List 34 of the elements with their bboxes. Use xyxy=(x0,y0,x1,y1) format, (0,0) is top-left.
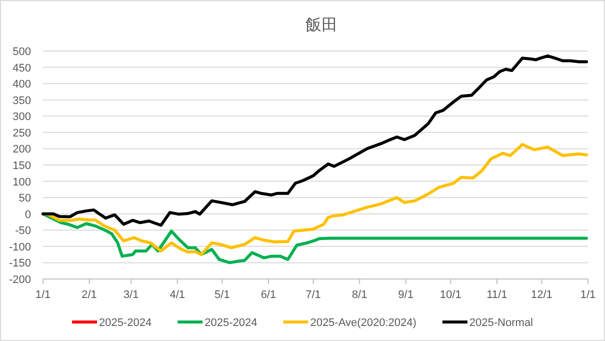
y-tick-label: 100 xyxy=(12,176,31,188)
x-tick-label: 3/1 xyxy=(123,289,139,301)
chart-title: 飯田 xyxy=(306,17,338,34)
x-tick-label: 2/1 xyxy=(82,289,97,301)
legend-label: 2025-2024 xyxy=(98,317,152,329)
legend-label: 2025-2024 xyxy=(204,317,258,329)
x-tick-label: 4/1 xyxy=(170,289,186,301)
line-series xyxy=(42,54,588,227)
y-tick-label: 350 xyxy=(12,94,31,107)
y-tick-label: -100 xyxy=(8,241,31,254)
y-tick-label: 200 xyxy=(12,144,31,156)
y-tick-label: 50 xyxy=(18,192,31,205)
x-tick-label: 11/1 xyxy=(486,289,508,301)
y-tick-label: 250 xyxy=(12,127,31,140)
y-tick-label: 0 xyxy=(24,208,31,221)
x-tick-label: 7/1 xyxy=(306,289,321,301)
x-tick-label: 8/1 xyxy=(352,289,368,301)
legend-label: 2025-Normal xyxy=(469,317,534,329)
x-tick-label: 10/1 xyxy=(440,289,462,301)
y-tick-label: -150 xyxy=(8,258,31,270)
x-tick-label: 5/1 xyxy=(214,289,230,301)
x-tick-label: 12/1 xyxy=(531,289,552,301)
y-tick-label: 300 xyxy=(12,111,31,124)
y-tick-label: 500 xyxy=(12,46,31,58)
y-tick-label: -200 xyxy=(8,274,31,286)
x-tick-label: 6/1 xyxy=(260,289,276,301)
legend-label: 2025-Ave(2020:2024) xyxy=(310,317,416,329)
y-tick-label: -50 xyxy=(15,225,31,238)
x-tick-label: 9/1 xyxy=(398,289,414,301)
y-tick-label: 400 xyxy=(12,78,31,91)
x-tick-label: 1/1 xyxy=(35,289,51,301)
x-tick-label: 1/1 xyxy=(580,289,596,301)
y-tick-label: 450 xyxy=(12,62,31,74)
y-tick-label: 150 xyxy=(12,160,31,172)
